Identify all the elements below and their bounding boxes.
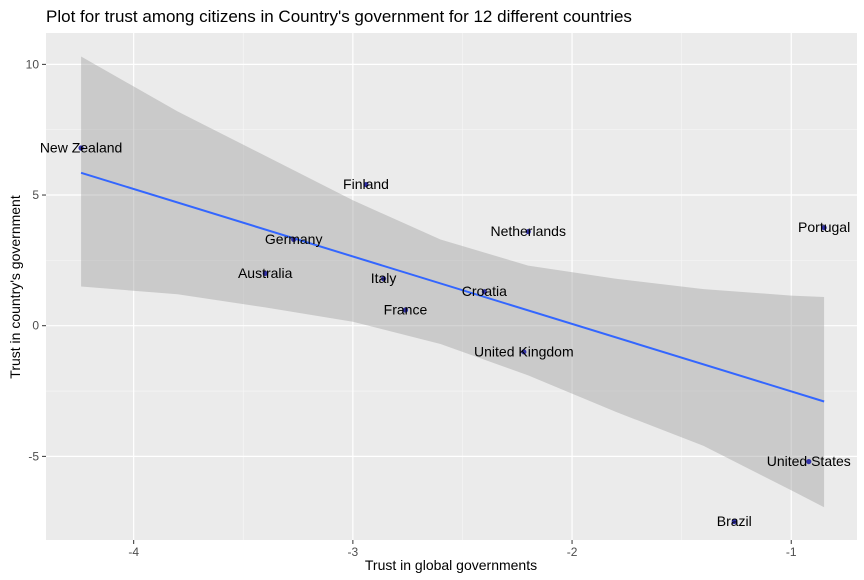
data-point [291,236,297,243]
data-point [731,519,737,525]
point-label: Croatia [462,283,507,299]
point-label: Germany [265,231,323,247]
y-tick-label: 10 [26,57,40,71]
data-point [521,349,527,355]
confidence-band [81,56,825,508]
data-points [78,145,827,525]
point-label: Finland [343,176,389,192]
point-label: Italy [371,270,397,286]
data-point [481,289,487,295]
x-tick-label: -4 [128,545,139,559]
minor-gridlines [46,33,857,540]
data-point [525,229,531,235]
data-point [363,181,369,188]
x-tick-label: -1 [786,545,797,559]
y-tick-label: 5 [32,188,39,202]
data-point [806,458,812,465]
data-point [821,225,827,231]
point-label: Brazil [717,513,752,529]
point-label: Australia [238,265,293,281]
point-labels: New Zealand Finland Netherlands Portugal Ger… [40,139,851,529]
y-tick-label: 0 [32,319,39,333]
major-gridlines [46,33,857,540]
point-label: United States [767,453,851,469]
x-axis-ticks: -4 -3 -2 -1 [128,540,797,559]
point-label: New Zealand [40,139,123,155]
point-label: France [384,302,428,318]
point-label: United Kingdom [474,343,574,359]
y-tick-label: -5 [28,449,39,463]
x-axis-label: Trust in global governments [365,557,537,573]
x-tick-label: -3 [348,545,359,559]
point-label: Portugal [798,219,850,235]
data-point [262,270,268,277]
x-tick-label: -2 [567,545,578,559]
data-point [380,276,387,282]
y-axis-ticks: -5 0 5 10 [26,57,46,463]
y-axis-label: Trust in country's government [7,195,23,379]
data-point [78,145,84,151]
point-label: Netherlands [490,223,566,239]
data-point [402,307,409,313]
chart-title: Plot for trust among citizens in Country… [46,7,632,26]
regression-line [80,171,825,403]
